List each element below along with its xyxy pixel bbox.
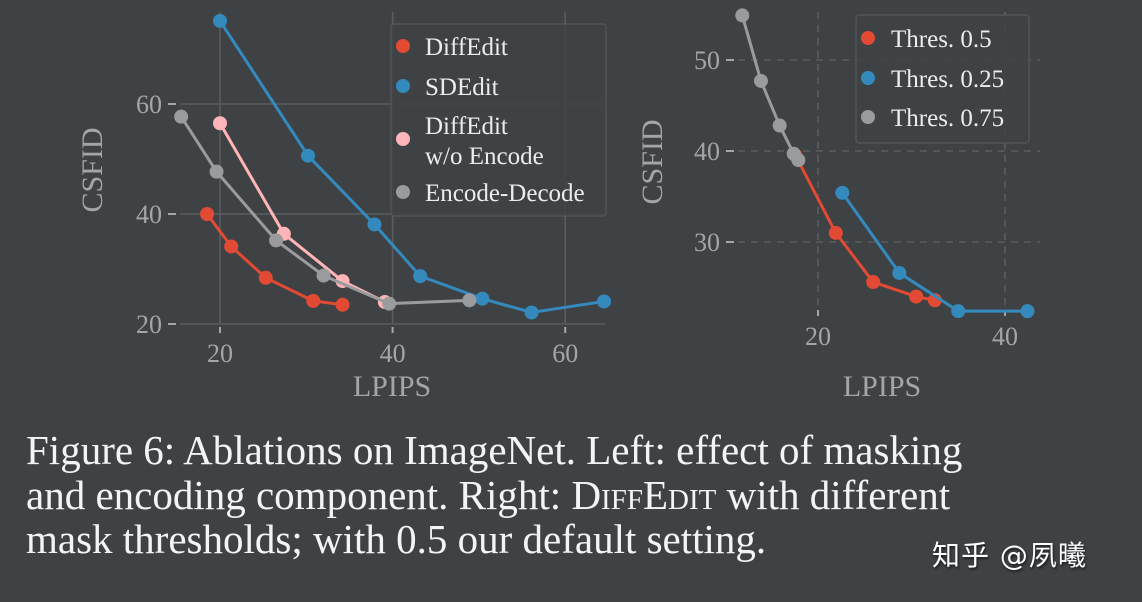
data-point	[753, 73, 768, 88]
data-point	[597, 294, 612, 309]
legend-label: Thres. 0.25	[891, 66, 1004, 93]
data-point	[909, 289, 924, 304]
caption-line-3: mask thresholds; with 0.5 our default se…	[26, 516, 767, 562]
data-point	[735, 8, 750, 23]
data-point	[772, 118, 787, 133]
legend-label: DiffEdit	[425, 113, 508, 140]
data-point	[524, 305, 539, 320]
data-point	[866, 275, 881, 290]
y-tick-label: 40	[136, 200, 162, 229]
figure-caption: Figure 6: Ablations on ImageNet. Left: e…	[26, 428, 1116, 562]
x-tick-label: 40	[380, 339, 406, 368]
data-point	[224, 239, 239, 254]
y-tick-label: 60	[136, 90, 162, 119]
legend-box	[390, 23, 607, 217]
data-point	[306, 293, 321, 308]
caption-method-dit: dit	[668, 471, 717, 518]
caption-text: with different	[716, 471, 951, 518]
left-chart: 20 40 60 20 40 60 LPIPS CSFID DiffEdit SDEdit Diff…	[76, 12, 612, 403]
series-line	[205, 213, 343, 307]
data-point	[791, 153, 806, 168]
data-point	[382, 296, 397, 311]
caption-text: and encoding component. Right:	[26, 471, 572, 518]
y-tick-label: 50	[694, 46, 720, 75]
legend-label: w/o Encode	[425, 143, 544, 170]
legend-label: Encode-Decode	[425, 180, 585, 207]
legend-label: DiffEdit	[425, 34, 508, 61]
data-point	[213, 116, 227, 131]
legend-label: Thres. 0.75	[891, 105, 1004, 132]
caption-line-1: Figure 6: Ablations on ImageNet. Left: e…	[26, 427, 963, 473]
data-point	[258, 270, 273, 285]
y-tick-label: 40	[694, 137, 720, 166]
legend-marker	[861, 71, 875, 85]
data-point	[200, 207, 215, 221]
x-tick-label: 20	[805, 322, 831, 351]
data-point	[209, 164, 224, 179]
data-point	[174, 109, 189, 124]
x-tick-label: 40	[992, 322, 1018, 351]
y-axis-label: CSFID	[636, 119, 669, 204]
data-point	[1020, 304, 1035, 318]
data-point	[213, 13, 227, 28]
caption-method-e: E	[642, 471, 669, 518]
legend-marker	[396, 39, 410, 53]
x-tick-label: 20	[207, 339, 233, 368]
series-line	[794, 154, 936, 302]
legend-marker	[396, 132, 410, 146]
y-tick-label: 30	[694, 228, 720, 257]
legend-label: SDEdit	[425, 74, 499, 101]
series-line	[740, 14, 800, 161]
caption-line-2: and encoding component. Right: DiffEdit …	[26, 471, 1116, 518]
data-point	[269, 233, 284, 248]
legend-box	[855, 14, 1030, 144]
legend-marker	[396, 79, 410, 93]
data-point	[316, 268, 331, 283]
x-axis-label: LPIPS	[353, 370, 431, 403]
plot-area	[174, 13, 612, 320]
series-line	[218, 122, 386, 304]
data-point	[413, 269, 428, 284]
right-chart: 30 40 50 20 40 LPIPS CSFID Thres. 0.5 Thres. 0.2…	[636, 8, 1040, 403]
legend-marker	[861, 31, 875, 45]
data-point	[462, 293, 477, 308]
series-line	[841, 191, 1028, 313]
data-point	[367, 217, 382, 232]
data-point	[892, 265, 907, 280]
series-line	[179, 115, 470, 306]
data-point	[475, 291, 490, 306]
x-axis-label: LPIPS	[843, 370, 921, 403]
data-point	[951, 304, 966, 318]
data-point	[835, 185, 850, 200]
legend-marker	[861, 110, 875, 124]
caption-method-d: D	[571, 471, 602, 518]
y-axis-label: CSFID	[76, 127, 109, 212]
legend-label: Thres. 0.5	[891, 26, 992, 53]
caption-method-iff: iff	[601, 471, 643, 518]
data-point	[828, 225, 843, 240]
plot-area	[735, 8, 1035, 318]
legend-marker	[396, 185, 410, 199]
watermark: 知乎 @夙曦	[932, 539, 1087, 572]
x-tick-label: 60	[552, 339, 578, 368]
data-point	[335, 297, 350, 312]
y-tick-label: 20	[136, 310, 162, 339]
data-point	[301, 148, 316, 163]
